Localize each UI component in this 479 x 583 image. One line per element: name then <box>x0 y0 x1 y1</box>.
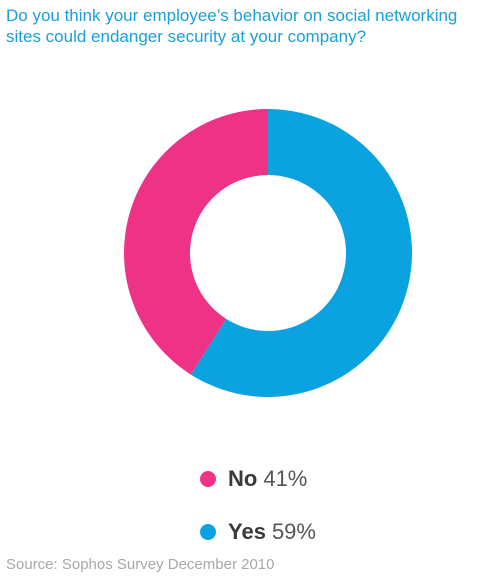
donut-chart <box>123 109 412 397</box>
legend-label-no: No <box>228 466 258 491</box>
legend-item-yes: Yes 59% <box>200 515 316 549</box>
legend-value-yes: 59% <box>271 519 316 544</box>
donut-slice-no <box>123 109 268 375</box>
legend-item-no: No 41% <box>200 462 316 496</box>
legend-value-no: 41% <box>263 466 308 491</box>
source-note: Source: Sophos Survey December 2010 <box>6 556 275 573</box>
legend-label-yes: Yes <box>228 519 266 544</box>
legend-swatch-no <box>200 471 216 487</box>
legend: No 41% Yes 59% <box>200 462 316 568</box>
legend-swatch-yes <box>200 524 216 540</box>
chart-title: Do you think your employee’s behavior on… <box>6 6 458 46</box>
donut-slice-yes <box>190 109 412 397</box>
